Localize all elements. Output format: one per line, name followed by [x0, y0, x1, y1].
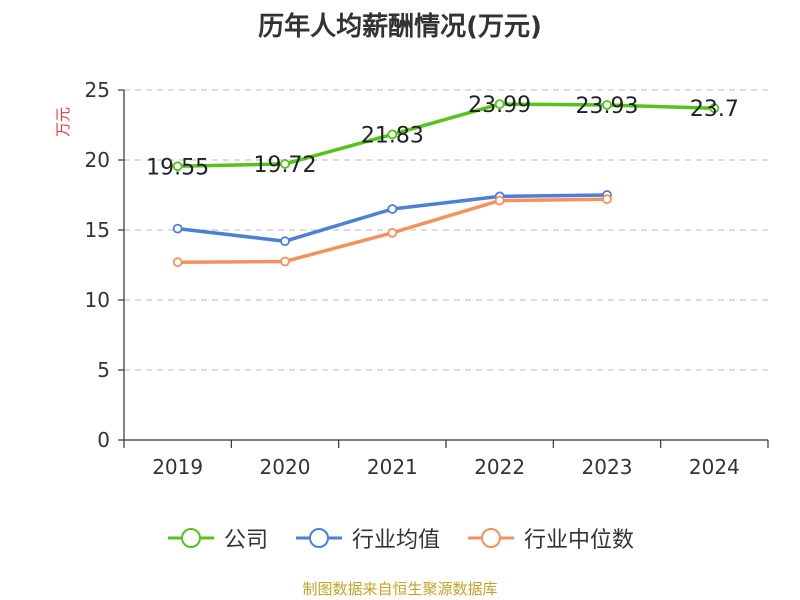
y-axis-label: 万元 [54, 107, 72, 137]
data-label: 19.72 [254, 153, 317, 178]
data-label: 23.99 [468, 93, 531, 118]
legend-marker [180, 528, 201, 548]
data-point [172, 257, 183, 268]
data-point [602, 194, 612, 205]
grid-lines [124, 89, 768, 371]
x-tick-label: 2023 [582, 455, 633, 479]
y-tick-label: 20 [85, 148, 110, 172]
legend-marker [308, 528, 329, 548]
legend: 公司 行业均值 行业中位数 [0, 518, 800, 558]
y-tick-label: 10 [85, 288, 110, 312]
x-tick-label: 2020 [260, 455, 311, 479]
legend-line-marker-icon [295, 528, 342, 548]
data-point [280, 256, 290, 267]
legend-line-marker-icon [468, 528, 514, 548]
data-point [387, 227, 398, 238]
y-tick-label: 15 [85, 218, 110, 242]
legend-label: 行业均值 [351, 528, 440, 553]
data-point [494, 195, 505, 206]
data-point [709, 103, 720, 114]
legend-marker [481, 528, 501, 548]
legend-item-0[interactable]: 公司 [166, 522, 268, 554]
data-point [494, 99, 505, 110]
data-point [172, 223, 183, 234]
legend-line-marker-icon [167, 528, 214, 548]
data-point [280, 236, 290, 247]
legend-item-1[interactable]: 行业均值 [294, 522, 440, 554]
legend-label: 行业中位数 [524, 528, 635, 553]
legend-item-2[interactable]: 行业中位数 [466, 522, 634, 554]
data-label: 23.7 [690, 97, 739, 122]
axes: 0 5 10 15 20 25 万元 2019 2020 2021 2022 2023 2024 [54, 78, 769, 479]
source-note: 制图数据来自恒生聚源数据库 [302, 580, 498, 598]
data-point [387, 129, 398, 140]
data-label: 21.83 [361, 123, 424, 148]
data-point [172, 161, 183, 172]
data-point [387, 204, 398, 214]
data-labels: 19.55 19.72 21.83 23.99 23.93 23.7 [146, 93, 739, 180]
x-tick-label: 2021 [367, 455, 418, 479]
y-tick-label: 25 [85, 78, 110, 102]
data-point [602, 100, 612, 110]
x-tick-label: 2022 [474, 455, 525, 479]
data-point [280, 159, 290, 169]
y-tick-label: 0 [97, 428, 110, 452]
x-tick-label: 2019 [152, 455, 203, 479]
data-label: 19.55 [146, 155, 209, 180]
chart-title: 历年人均薪酬情况(万元) [258, 12, 542, 42]
y-tick-label: 5 [97, 358, 110, 382]
legend-label: 公司 [223, 528, 268, 553]
series-line-0 [175, 102, 717, 169]
series-lines [172, 99, 720, 268]
data-label: 23.93 [576, 94, 639, 119]
x-tick-label: 2024 [689, 455, 740, 479]
